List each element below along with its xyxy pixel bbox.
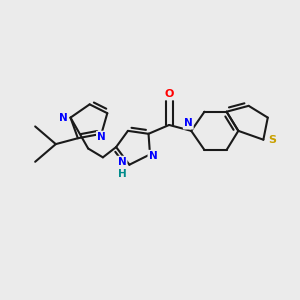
Text: S: S [268, 135, 276, 145]
Text: N: N [118, 157, 126, 167]
Text: N: N [184, 118, 193, 128]
Text: N: N [59, 112, 68, 123]
Text: H: H [118, 169, 126, 178]
Text: N: N [97, 132, 106, 142]
Text: N: N [148, 151, 157, 161]
Text: O: O [164, 89, 174, 99]
